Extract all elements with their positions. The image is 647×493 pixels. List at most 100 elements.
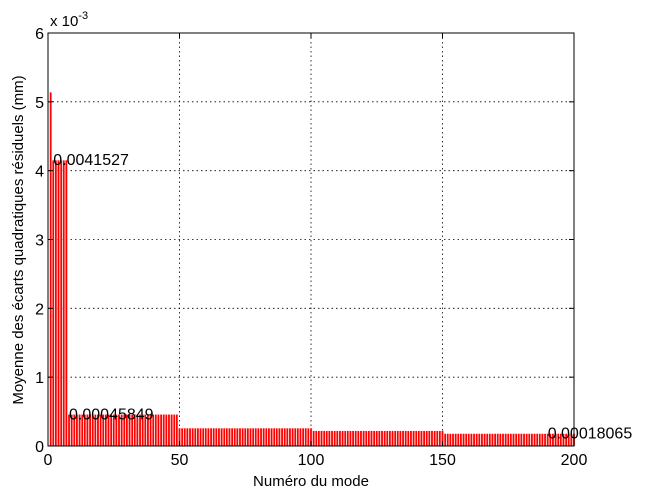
bar-mode-51 (180, 427, 184, 447)
y-tick-label: 0 (35, 439, 44, 456)
bar-mode-2 (52, 160, 55, 447)
bar-mode-170 (493, 433, 497, 447)
bar-mode-125 (375, 430, 378, 447)
bar-mode-107 (328, 430, 331, 447)
bar-mode-112 (341, 430, 344, 447)
bar-mode-110 (336, 430, 339, 447)
bar-mode-56 (194, 427, 197, 447)
bar-mode-41 (154, 414, 158, 447)
bar-mode-5 (59, 160, 63, 447)
bar-mode-3 (54, 160, 58, 447)
x-tick-label: 150 (429, 452, 456, 469)
bar-mode-89 (280, 427, 284, 447)
bar-mode-182 (525, 433, 528, 447)
bar-mode-57 (196, 427, 200, 447)
bar-mode-184 (530, 433, 534, 447)
bar-mode-113 (343, 430, 347, 447)
x-tick-labels: 0 50 100 150 200 (44, 452, 588, 469)
bar-mode-93 (291, 427, 294, 447)
bar-mode-104 (320, 430, 323, 447)
x-tick-label: 50 (171, 452, 189, 469)
bar-mode-124 (372, 430, 376, 447)
bar-mode-94 (294, 427, 297, 447)
bar-mode-76 (246, 427, 250, 447)
y-tick-label: 1 (35, 370, 44, 387)
bar-mode-133 (396, 430, 399, 447)
bar-mode-180 (520, 433, 523, 447)
bar-mode-96 (299, 427, 302, 447)
bar-mode-132 (393, 430, 397, 447)
bar-mode-88 (278, 427, 281, 447)
bar-mode-167 (486, 433, 489, 447)
grid-lines (48, 33, 574, 446)
bar-mode-45 (165, 414, 168, 447)
bar-mode-129 (386, 430, 389, 447)
bar-mode-97 (301, 427, 305, 447)
bar-mode-54 (188, 427, 192, 447)
bar-mode-68 (225, 427, 229, 447)
bar-mode-142 (420, 430, 423, 447)
x-axis-label: Numéro du mode (253, 473, 369, 490)
bar-mode-149 (438, 430, 442, 447)
bar-mode-43 (159, 414, 163, 447)
bar-mode-98 (304, 427, 307, 447)
bar-mode-44 (162, 414, 165, 447)
bar-mode-42 (157, 414, 160, 447)
data-annotations: 0.0041527 0.00045849 0.00018065 (53, 152, 632, 442)
bar-mode-130 (388, 430, 392, 447)
bar-mode-82 (262, 427, 265, 447)
bar-mode-162 (472, 433, 476, 447)
bar-mode-139 (412, 430, 415, 447)
bar-mode-126 (378, 430, 381, 447)
data-label: 0.00045849 (69, 406, 154, 423)
bar-mode-52 (183, 427, 186, 447)
bar-mode-141 (417, 430, 421, 447)
bar-mode-109 (333, 430, 336, 447)
bar-mode-80 (257, 427, 260, 447)
bar-mode-70 (230, 427, 234, 447)
bar-mode-153 (449, 433, 452, 447)
x-tick-label: 100 (298, 452, 325, 469)
bar-mode-178 (514, 433, 518, 447)
bar-mode-71 (233, 427, 236, 447)
bar-mode-161 (470, 433, 473, 447)
bar-mode-168 (488, 433, 492, 447)
bar-mode-189 (543, 433, 547, 447)
bar-mode-121 (365, 430, 368, 447)
bar-mode-84 (267, 427, 271, 447)
tick-marks (47, 32, 575, 447)
bar-mode-95 (296, 427, 300, 447)
bar-mode-72 (236, 427, 239, 447)
bar-mode-138 (409, 430, 413, 447)
bar-mode-69 (228, 427, 231, 447)
bar-mode-135 (401, 430, 405, 447)
bar-mode-158 (462, 433, 465, 447)
bar-mode-137 (407, 430, 410, 447)
bar-mode-179 (517, 433, 520, 447)
bar-mode-155 (454, 433, 457, 447)
bar-mode-123 (370, 430, 373, 447)
bar-mode-128 (383, 430, 386, 447)
bar-mode-47 (170, 414, 173, 447)
bar-mode-62 (209, 427, 213, 447)
bar-mode-171 (496, 433, 499, 447)
bar-mode-183 (528, 433, 531, 447)
bar-mode-118 (357, 430, 360, 447)
bar-mode-151 (443, 433, 447, 447)
bars-group (49, 92, 576, 447)
bar-mode-90 (283, 427, 286, 447)
y-axis-multiplier-exponent: -3 (78, 10, 88, 22)
bar-mode-101 (312, 430, 315, 447)
bar-mode-74 (241, 427, 244, 447)
data-label: 0.00018065 (548, 426, 633, 443)
bar-mode-159 (464, 433, 468, 447)
bar-mode-131 (391, 430, 394, 447)
bar-mode-91 (286, 427, 289, 447)
bar-mode-185 (533, 433, 536, 447)
bar-mode-188 (541, 433, 544, 447)
bar-mode-176 (509, 433, 513, 447)
bar-mode-59 (201, 427, 205, 447)
x-tick-label: 0 (44, 452, 53, 469)
bar-mode-115 (349, 430, 352, 447)
bar-mode-103 (317, 430, 321, 447)
